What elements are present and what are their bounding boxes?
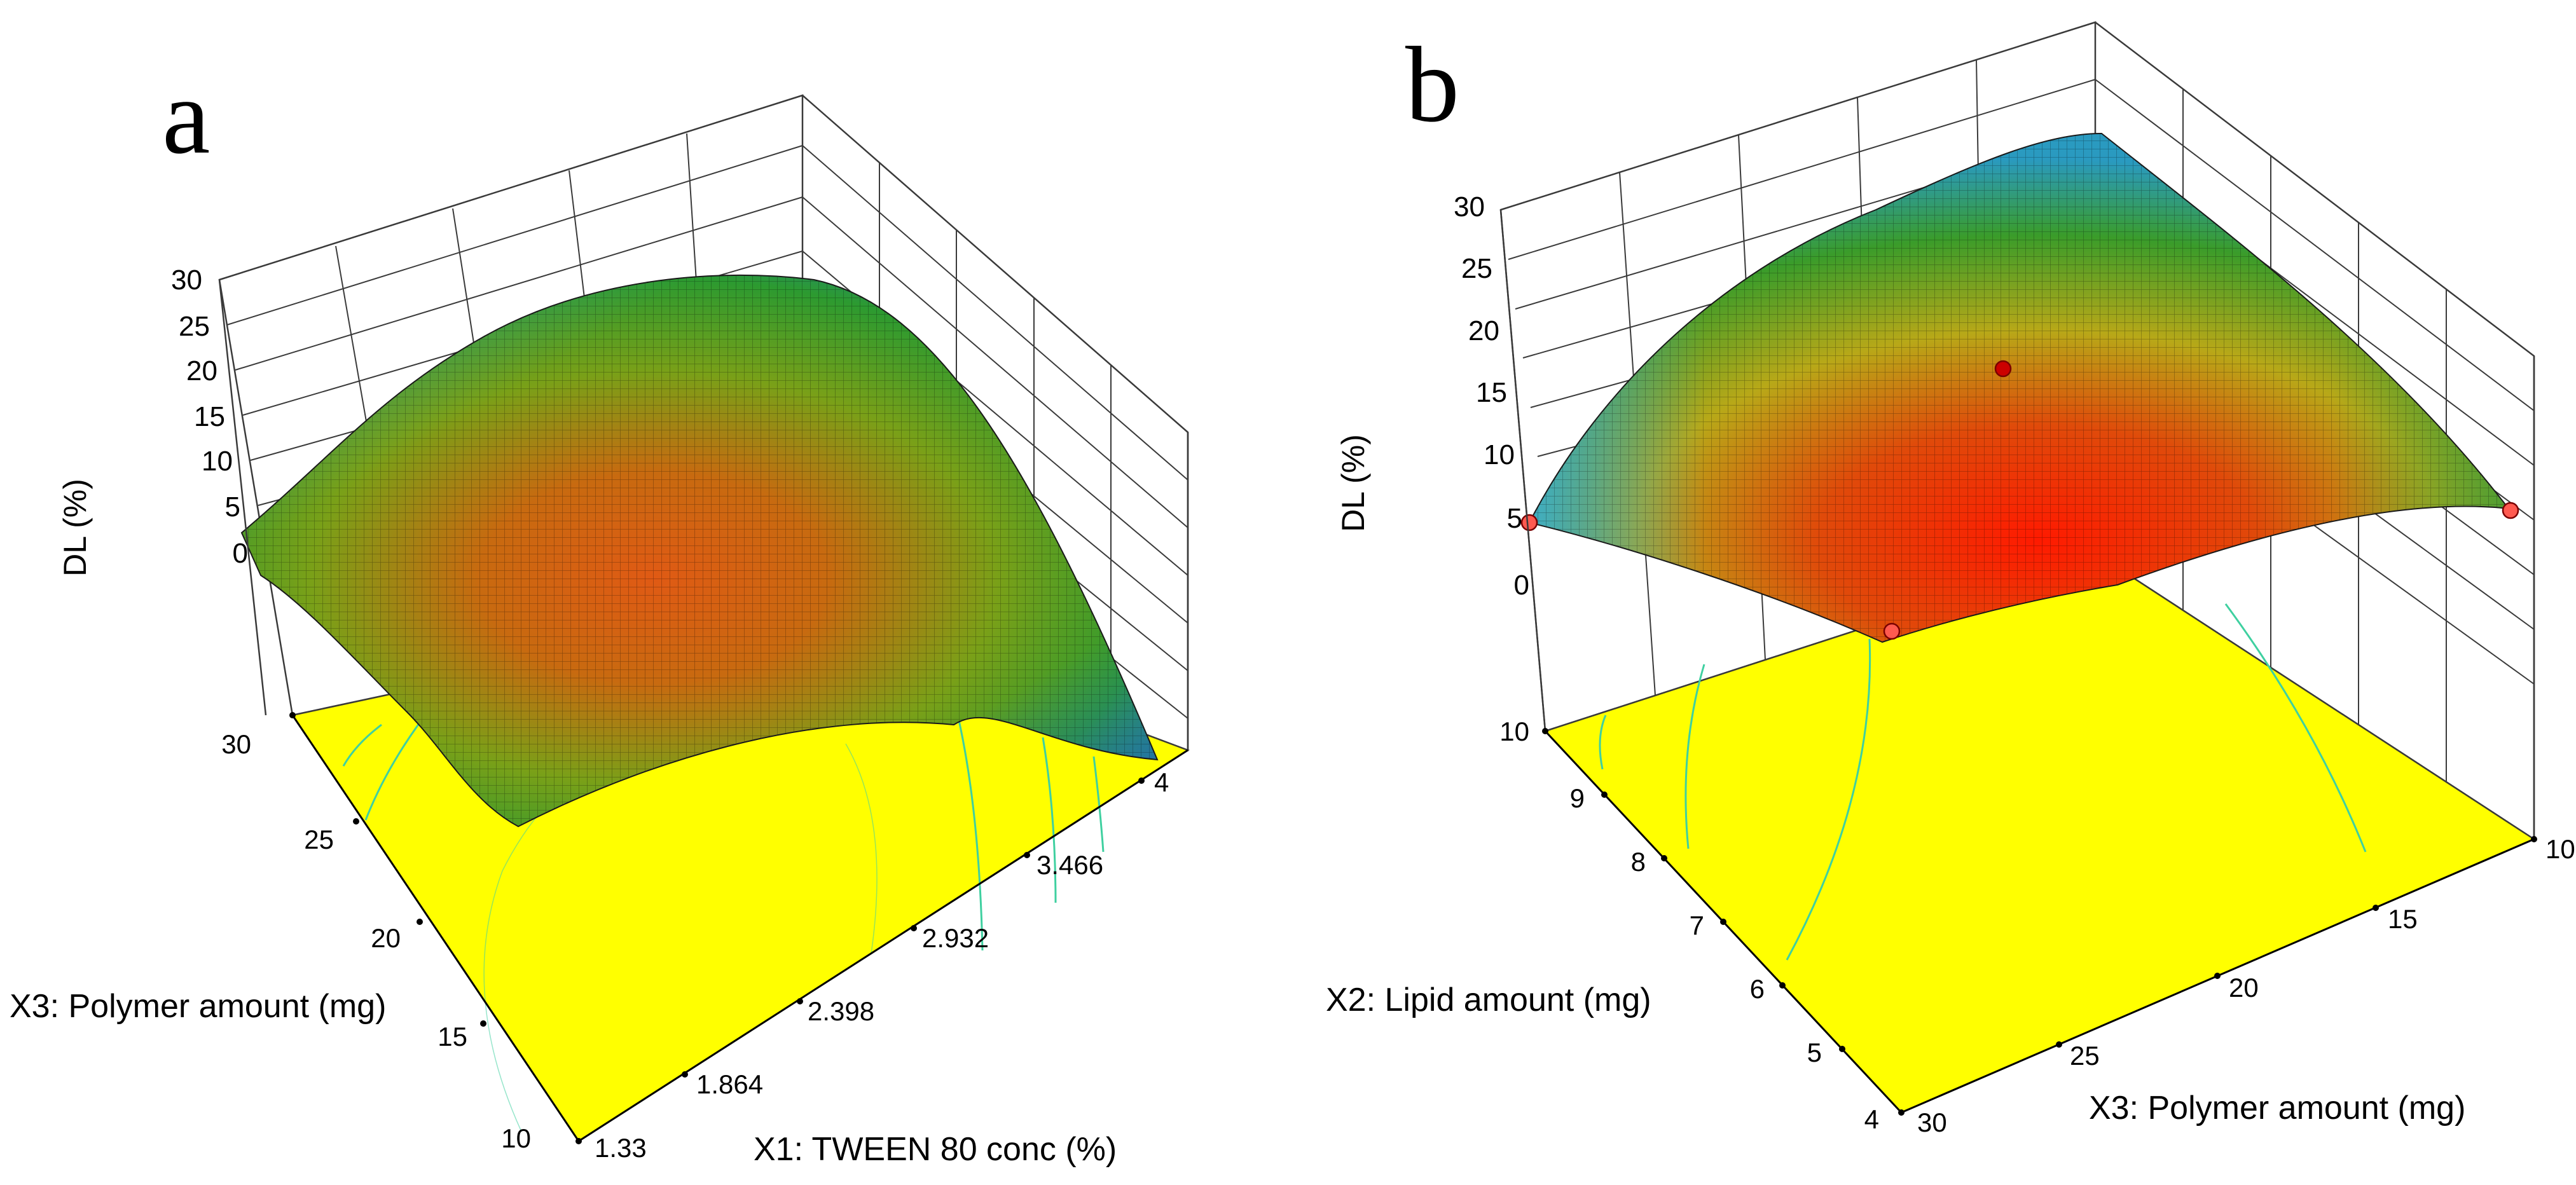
- panel-b-y-tick: 8: [1631, 847, 1646, 877]
- panel-a-z-tick: 25: [179, 311, 210, 342]
- panel-b-y-label: X2: Lipid amount (mg): [1326, 982, 1651, 1018]
- panel-b-x-tick: 25: [2070, 1041, 2100, 1071]
- panel-b-design-points: [1520, 360, 2519, 640]
- design-point: [1883, 622, 1901, 640]
- panel-b-x-tick: 15: [2388, 904, 2418, 934]
- panel-b-y-tick: 6: [1750, 974, 1765, 1004]
- panel-b-y-tick: 10: [1499, 716, 1529, 746]
- panel-a-x-tick: 2.398: [808, 996, 874, 1026]
- panel-a-y-tick: 10: [501, 1123, 531, 1153]
- panel-a-z-label: DL (%): [57, 479, 93, 577]
- panel-b-x-tick: 30: [1917, 1107, 1947, 1137]
- panel-a-x-tick: 1.33: [595, 1133, 647, 1163]
- panel-a-y-tick: 15: [437, 1022, 467, 1051]
- panel-a-x-tick: 2.932: [922, 923, 989, 953]
- panel-b-z-tick: 20: [1468, 315, 1499, 346]
- panel-a-x-tick: 3.466: [1037, 850, 1103, 880]
- panel-a-z-tick: 15: [194, 401, 225, 432]
- panel-b-z-label: DL (%): [1335, 434, 1371, 532]
- panel-b-z-axis: [1499, 209, 1546, 732]
- panel-a-y-tick: 25: [304, 825, 334, 854]
- panel-b-y-ticks: 10 9 8 7 6 5 4: [1499, 716, 1879, 1134]
- panel-b-z-tick: 30: [1454, 191, 1485, 223]
- design-point: [2502, 502, 2519, 519]
- panel-a-surface: [240, 274, 1159, 828]
- panel-b-y-tick: 7: [1690, 910, 1704, 940]
- panel-a-label: a: [162, 57, 210, 176]
- panel-b-z-tick: 10: [1484, 439, 1515, 470]
- panel-b-label: b: [1405, 25, 1459, 144]
- design-point: [1994, 360, 2012, 378]
- panel-b-x-tick: 10: [2545, 834, 2575, 864]
- panel-b-y-tick: 9: [1570, 783, 1585, 813]
- panel-a-z-tick: 30: [171, 264, 202, 296]
- panel-b-z-tick: 0: [1514, 570, 1529, 601]
- panel-a-y-label: X3: Polymer amount (mg): [10, 988, 386, 1025]
- panel-a: 30 25 20 15 10 5 0 30 25 20 15 10: [10, 57, 1190, 1168]
- panel-b-surface: [1528, 132, 2511, 643]
- design-point: [1520, 514, 1538, 531]
- panel-a-z-tick: 20: [186, 355, 217, 387]
- panel-a-z-tick: 5: [225, 491, 240, 523]
- panel-b-x-ticks: 30 25 20 15 10: [1917, 834, 2575, 1137]
- panel-b-floor: [1543, 552, 2536, 1114]
- panel-b-z-ticks: 30 25 20 15 10 5 0: [1454, 191, 1529, 601]
- panel-b-contours: [1599, 603, 2367, 961]
- panel-a-x-label: X1: TWEEN 80 conc (%): [754, 1131, 1117, 1168]
- panel-a-x-tick: 4: [1154, 767, 1169, 797]
- panel-b: 30 25 20 15 10 5 0 10 9 8 7 6 5: [1326, 21, 2575, 1137]
- panel-b-x-tick: 20: [2229, 973, 2259, 1003]
- panel-a-z-tick: 10: [202, 446, 233, 477]
- panel-b-z-tick: 25: [1461, 253, 1492, 284]
- panel-a-y-ticks: 30 25 20 15 10: [221, 729, 531, 1153]
- panel-a-z-ticks: 30 25 20 15 10 5 0: [171, 264, 248, 569]
- panel-a-z-axis: [218, 279, 267, 716]
- panel-a-y-tick: 30: [221, 729, 251, 759]
- panel-a-z-tick: 0: [233, 538, 248, 569]
- panel-b-y-tick: 4: [1864, 1104, 1879, 1134]
- panel-b-z-tick: 15: [1476, 377, 1507, 408]
- panel-a-y-tick: 20: [371, 923, 401, 953]
- panel-a-x-ticks: 1.33 1.864 2.398 2.932 3.466 4: [595, 767, 1169, 1163]
- panel-b-z-tick: 5: [1507, 503, 1522, 534]
- panel-a-x-tick: 1.864: [696, 1069, 763, 1099]
- panel-b-y-tick: 5: [1807, 1038, 1822, 1067]
- panel-b-x-label: X3: Polymer amount (mg): [2089, 1090, 2465, 1127]
